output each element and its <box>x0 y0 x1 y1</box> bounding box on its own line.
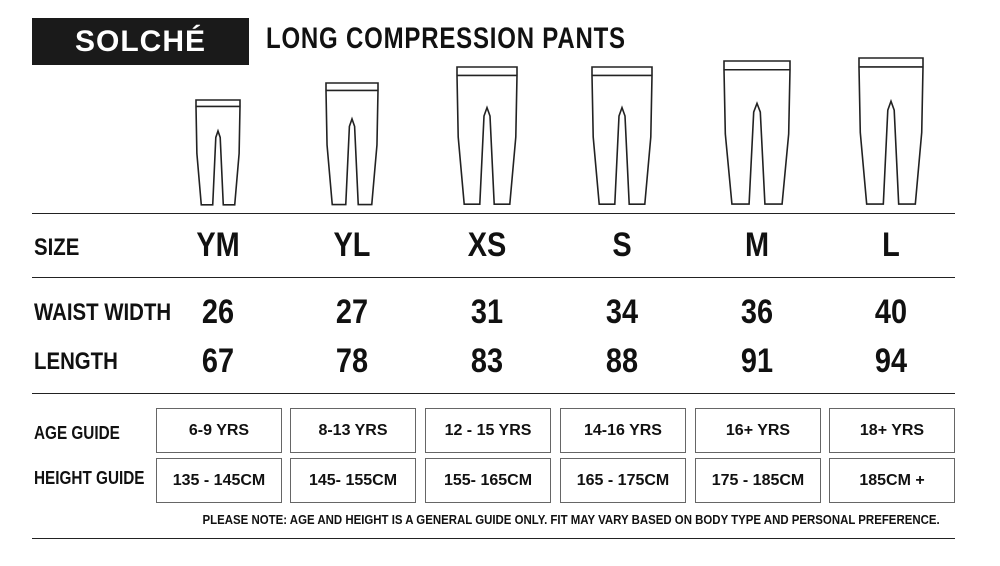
height-cell: 145- 155CM <box>290 458 416 503</box>
length-value: 83 <box>470 342 504 380</box>
height-cell: 155- 165CM <box>425 458 551 503</box>
waist-value: 26 <box>201 293 235 331</box>
pants-drawing <box>592 67 652 204</box>
age-cell: 16+ YRS <box>695 408 821 453</box>
waist-value: 36 <box>740 293 774 331</box>
note: PLEASE NOTE: AGE AND HEIGHT IS A GENERAL… <box>202 512 940 527</box>
size-value: L <box>882 226 900 264</box>
pants-drawing <box>724 61 790 204</box>
divider <box>32 213 955 214</box>
pants-drawing <box>859 58 923 204</box>
row-label: SIZE <box>34 234 80 261</box>
size-value: YL <box>333 226 371 264</box>
length-value: 94 <box>874 342 908 380</box>
age-cell: 14-16 YRS <box>560 408 686 453</box>
length-value: 88 <box>605 342 639 380</box>
pants-drawing <box>196 100 240 205</box>
size-value: S <box>612 226 632 264</box>
size-value: M <box>744 226 770 264</box>
height-cell: 185CM + <box>829 458 955 503</box>
row-label: LENGTH <box>34 348 118 375</box>
page-title: LONG COMPRESSION PANTS <box>266 22 626 55</box>
waist-value: 40 <box>874 293 908 331</box>
row-label: AGE GUIDE <box>34 423 120 443</box>
age-cell: 12 - 15 YRS <box>425 408 551 453</box>
age-cell: 6-9 YRS <box>156 408 282 453</box>
height-cell: 135 - 145CM <box>156 458 282 503</box>
age-cell: 18+ YRS <box>829 408 955 453</box>
size-value: YM <box>196 226 240 264</box>
height-cell: 175 - 185CM <box>695 458 821 503</box>
row-label: HEIGHT GUIDE <box>34 468 145 488</box>
height-cell: 165 - 175CM <box>560 458 686 503</box>
divider <box>32 277 955 278</box>
brand-logo: SOLCHÉ <box>32 18 249 65</box>
length-value: 78 <box>335 342 369 380</box>
waist-value: 27 <box>335 293 369 331</box>
pants-drawing <box>326 83 378 205</box>
pants-drawing <box>457 67 517 204</box>
size-value: XS <box>467 226 507 264</box>
waist-value: 31 <box>470 293 504 331</box>
row-label: WAIST WIDTH <box>34 299 172 326</box>
divider <box>32 538 955 539</box>
length-value: 67 <box>201 342 235 380</box>
length-value: 91 <box>740 342 774 380</box>
divider <box>32 393 955 394</box>
waist-value: 34 <box>605 293 639 331</box>
age-cell: 8-13 YRS <box>290 408 416 453</box>
